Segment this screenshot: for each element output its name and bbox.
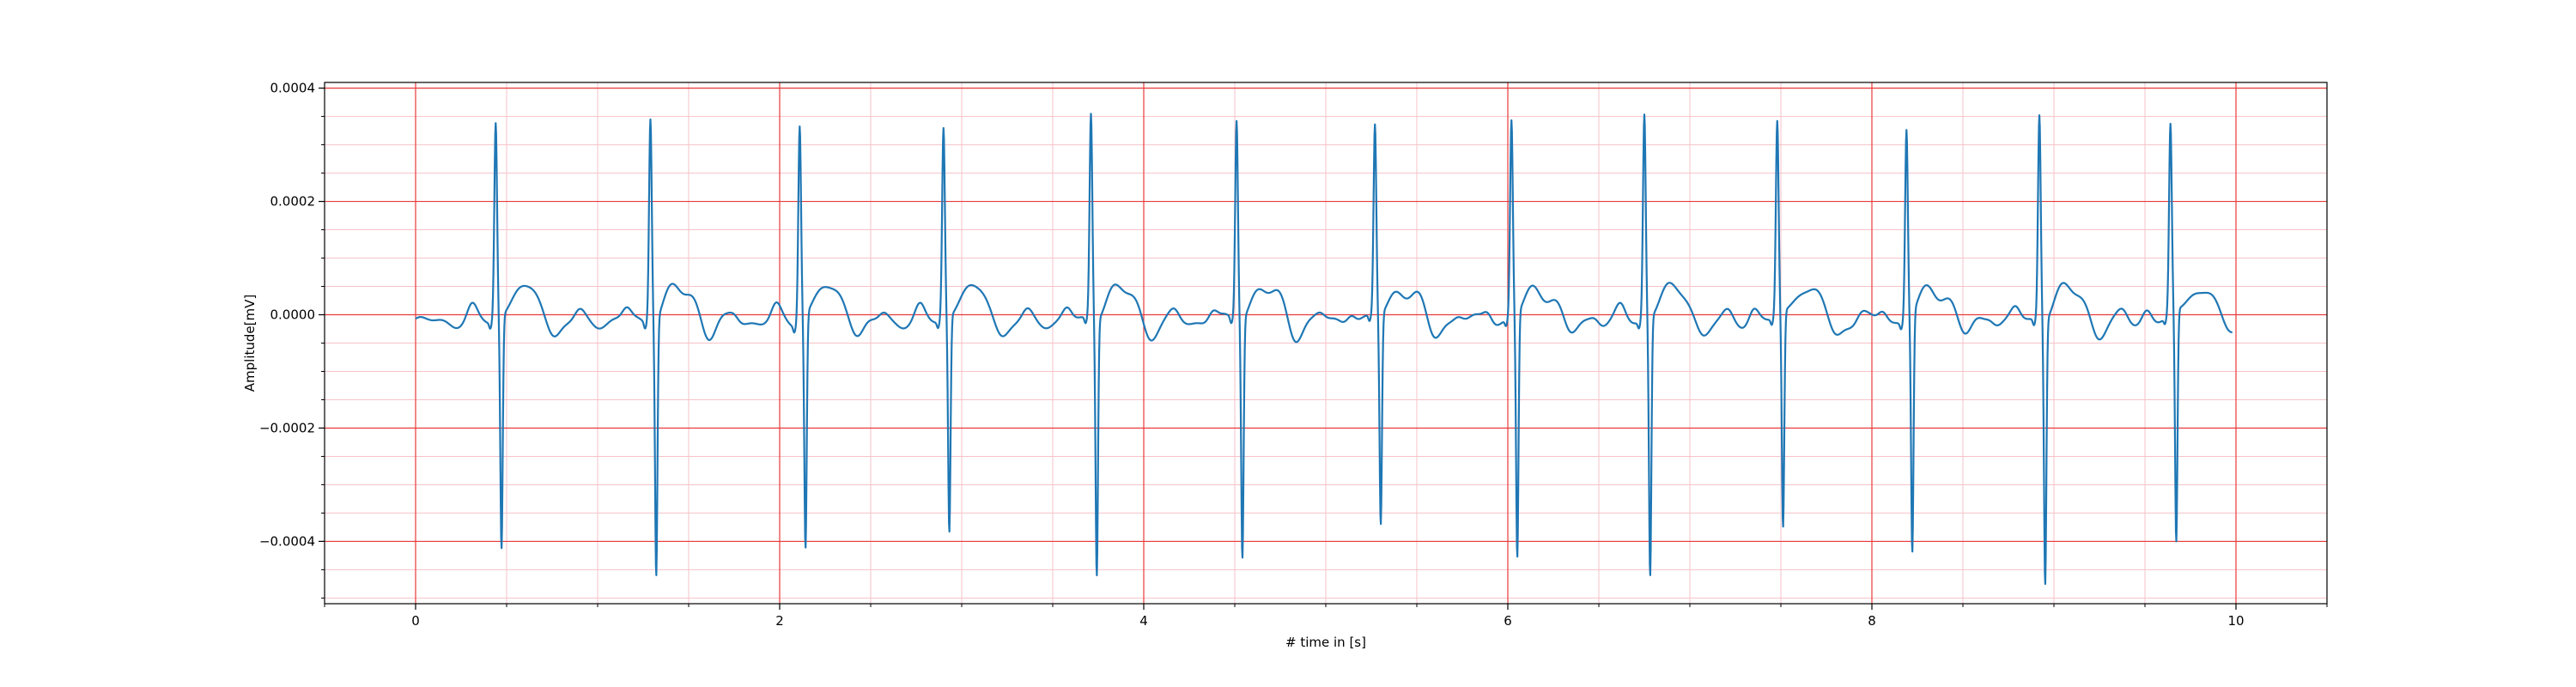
- y-axis-label: Amplitude[mV]: [242, 295, 258, 392]
- tick-labels: 0 2 4 6 8 10 0.0004 0.0002 0.0000 −0.0002 −0.0004: [259, 81, 2245, 629]
- x-tick-label: 0: [411, 613, 420, 629]
- y-tick-label: −0.0002: [259, 420, 315, 435]
- y-tick-label: 0.0004: [270, 81, 316, 96]
- x-tick-label: 10: [2227, 613, 2244, 629]
- x-axis-label: # time in [s]: [1285, 635, 1366, 650]
- ecg-series-line: [415, 112, 2233, 586]
- major-grid: [325, 82, 2327, 604]
- minor-grid: [324, 82, 2328, 604]
- y-tick-label: 0.0000: [270, 307, 316, 323]
- series-layer: [415, 112, 2233, 586]
- y-tick-label: 0.0002: [270, 194, 316, 210]
- x-tick-label: 6: [1504, 613, 1512, 629]
- x-tick-label: 8: [1868, 613, 1876, 629]
- x-tick-label: 4: [1139, 613, 1148, 629]
- y-tick-label: −0.0004: [259, 533, 315, 549]
- axis-ticks: [319, 87, 2328, 610]
- x-tick-label: 2: [775, 613, 784, 629]
